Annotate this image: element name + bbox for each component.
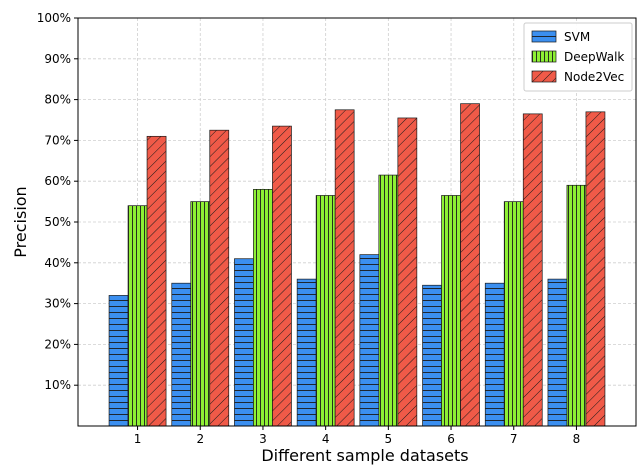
legend-swatch-svm [531, 30, 557, 43]
bar-svm-3 [234, 258, 254, 427]
legend-label-svm: SVM [564, 30, 590, 44]
legend: SVM DeepWalk Node2Vec [523, 22, 633, 92]
bar-node2vec-8 [585, 111, 606, 427]
y-tick-label: 50% [44, 215, 71, 229]
legend-swatch-deepwalk [531, 50, 557, 63]
bar-node2vec-6 [460, 103, 480, 427]
x-axis-ticks: 1 2 3 4 5 6 7 8 [134, 426, 581, 446]
x-axis-label: Different sample datasets [261, 446, 468, 465]
bar-deepwalk-4 [315, 195, 336, 427]
bar-svm-5 [359, 254, 380, 427]
bars [108, 103, 606, 427]
bar-node2vec-1 [146, 135, 167, 427]
y-tick-label: 40% [44, 256, 71, 270]
x-tick-label: 5 [385, 432, 393, 446]
y-tick-label: 90% [44, 52, 71, 66]
y-tick-label: 100% [37, 11, 71, 25]
x-tick-label: 6 [447, 432, 455, 446]
bar-node2vec-2 [209, 129, 230, 427]
bar-svm-6 [422, 284, 442, 427]
x-tick-label: 1 [134, 432, 142, 446]
legend-label-node2vec: Node2Vec [564, 70, 624, 84]
bar-node2vec-5 [397, 117, 418, 427]
y-tick-label: 20% [44, 337, 71, 351]
bar-svm-1 [108, 295, 129, 427]
legend-label-deepwalk: DeepWalk [564, 50, 624, 64]
y-tick-label: 10% [44, 378, 71, 392]
y-tick-label: 80% [44, 93, 71, 107]
y-axis-ticks: 10% 20% 30% 40% 50% 60% 70% 80% 90% 100% [37, 11, 78, 392]
bar-deepwalk-8 [566, 184, 587, 427]
bar-deepwalk-1 [127, 205, 148, 427]
bar-svm-7 [484, 282, 505, 427]
bar-deepwalk-3 [253, 189, 273, 427]
bar-node2vec-4 [334, 109, 355, 427]
y-tick-label: 70% [44, 133, 71, 147]
bar-deepwalk-7 [503, 201, 524, 427]
x-tick-label: 3 [259, 432, 267, 446]
bar-node2vec-7 [522, 113, 543, 427]
y-axis-label: Precision [11, 186, 30, 257]
bar-svm-8 [547, 278, 568, 427]
bar-svm-4 [296, 278, 317, 427]
bar-deepwalk-6 [441, 195, 461, 427]
bar-svm-2 [171, 282, 192, 427]
x-tick-label: 8 [573, 432, 581, 446]
x-tick-label: 4 [322, 432, 330, 446]
bar-deepwalk-2 [190, 201, 211, 427]
bar-deepwalk-5 [378, 174, 399, 427]
x-tick-label: 7 [510, 432, 518, 446]
bar-node2vec-3 [272, 125, 292, 427]
y-tick-label: 30% [44, 297, 71, 311]
y-tick-label: 60% [44, 174, 71, 188]
x-tick-label: 2 [196, 432, 204, 446]
legend-swatch-node2vec [531, 70, 557, 83]
